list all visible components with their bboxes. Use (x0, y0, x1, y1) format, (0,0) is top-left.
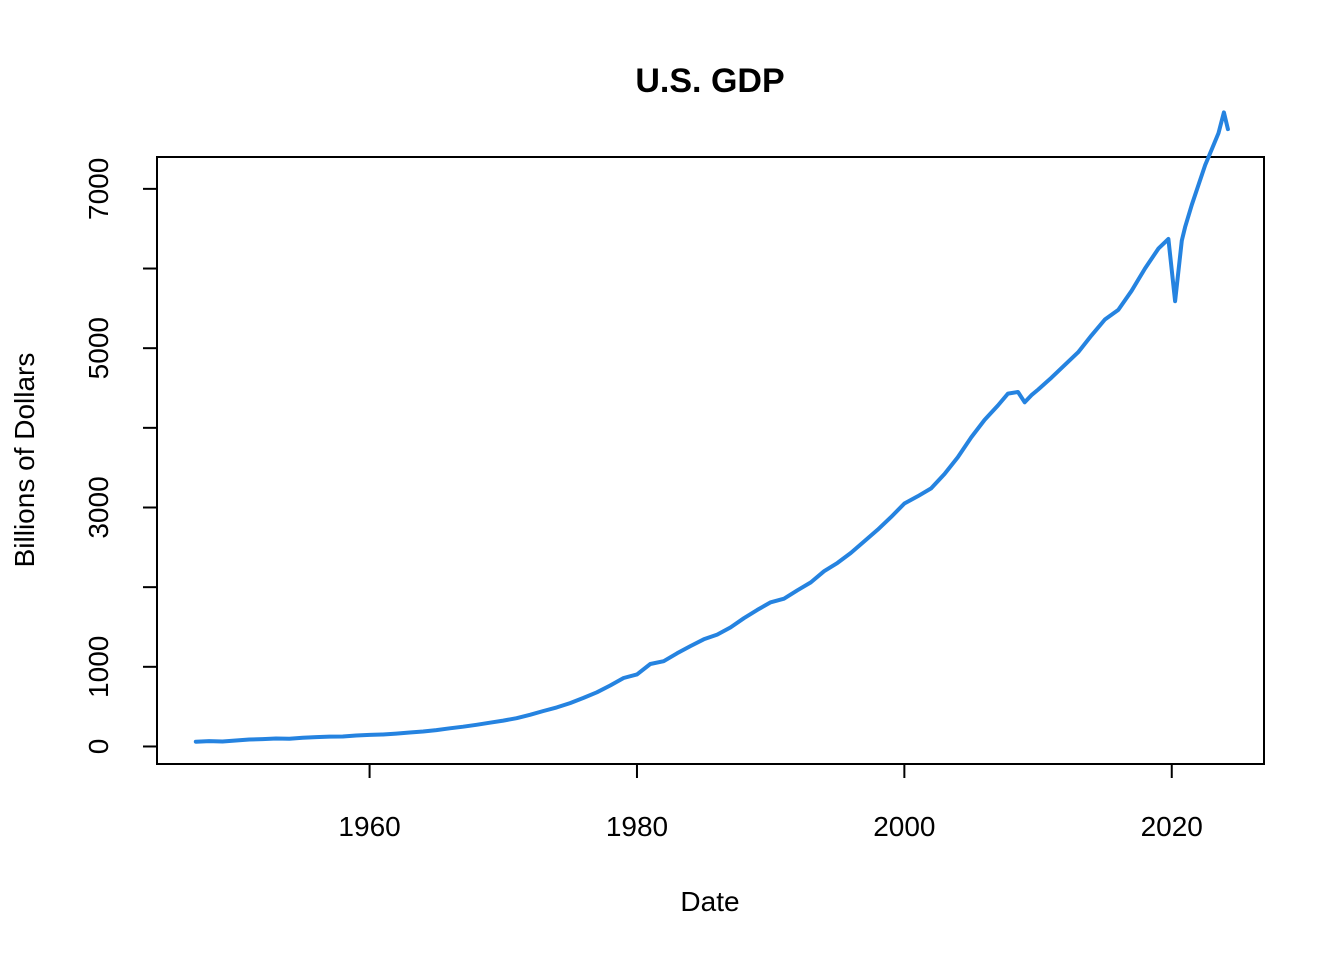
y-tick-label: 1000 (83, 636, 114, 698)
plot-frame (156, 156, 1265, 765)
series-layer (193, 110, 1230, 744)
y-axis: 0 1000 3000 5000 7000 (83, 158, 158, 755)
x-tick-label: 1980 (606, 811, 668, 842)
x-tick-label: 1960 (338, 811, 400, 842)
y-tick-label: 0 (83, 739, 114, 755)
x-tick-label: 2000 (873, 811, 935, 842)
y-tick-label: 7000 (83, 158, 114, 220)
x-axis-label: Date (680, 886, 739, 917)
gdp-series-line (193, 110, 1230, 744)
chart-title: U.S. GDP (635, 62, 784, 100)
y-axis-label: Billions of Dollars (9, 353, 40, 568)
x-tick-label: 2020 (1141, 811, 1203, 842)
y-tick-label: 5000 (83, 317, 114, 379)
x-axis: 1960 1980 2000 2020 (338, 763, 1203, 842)
y-tick-label: 3000 (83, 476, 114, 538)
